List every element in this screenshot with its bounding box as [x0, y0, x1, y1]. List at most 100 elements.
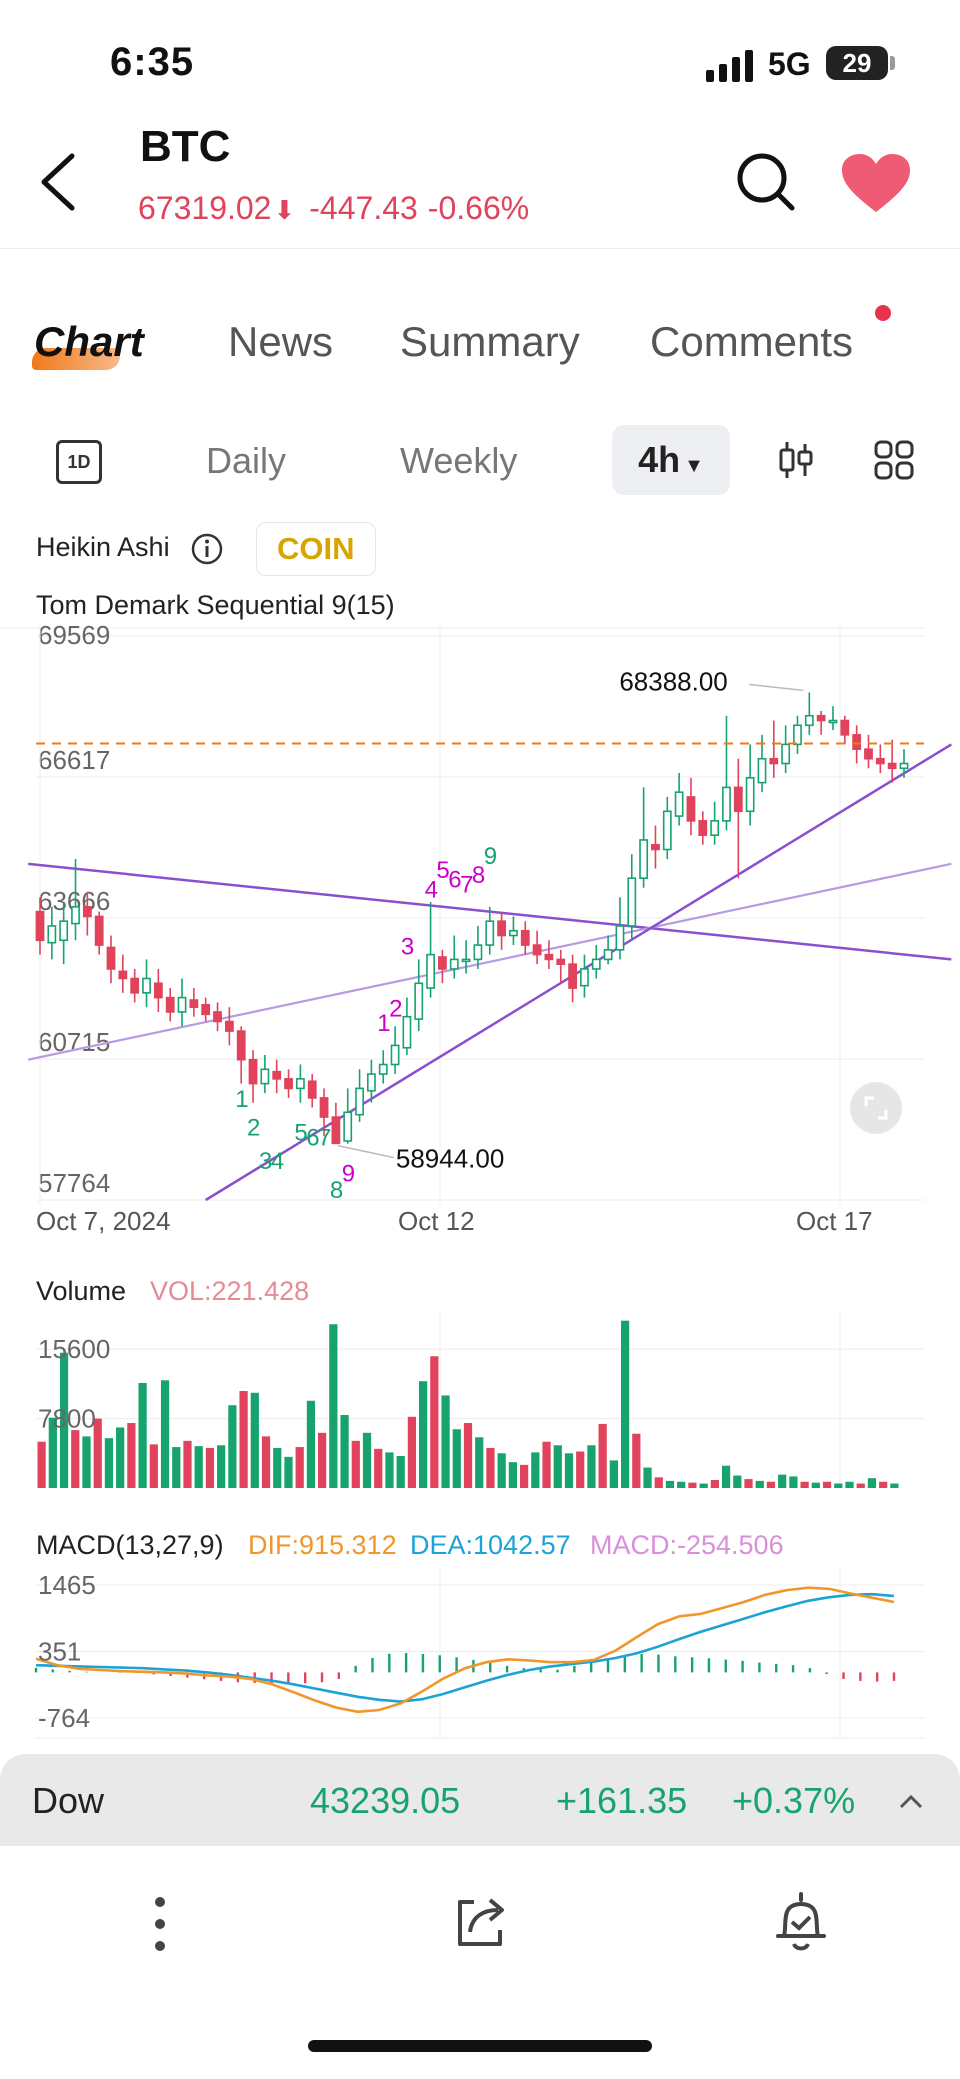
volume-bar — [867, 1478, 877, 1488]
td-sequential-label[interactable]: Tom Demark Sequential 9(15) — [36, 590, 395, 620]
candle-body — [485, 920, 495, 946]
volume-bar — [71, 1430, 80, 1488]
volume-bar — [598, 1423, 607, 1488]
active-tab-underline — [32, 348, 120, 370]
more-icon[interactable] — [150, 1894, 170, 1954]
high-annotation-leader — [749, 683, 804, 692]
intraday-1d-button[interactable]: 1D — [56, 440, 102, 484]
index-ticker-bar[interactable] — [0, 1754, 960, 1846]
tab-chart[interactable]: Chart — [34, 318, 144, 365]
volume-bar — [856, 1483, 865, 1488]
volume-value: VOL:221.428 — [150, 1276, 310, 1306]
tab-comments[interactable]: Comments — [650, 318, 854, 365]
volume-bar — [486, 1447, 495, 1488]
candle-body — [272, 1070, 282, 1080]
candle-body — [366, 1073, 376, 1092]
candle-body — [177, 996, 187, 1013]
candle-body — [556, 958, 566, 965]
volume-bar — [37, 1441, 46, 1488]
candle-body — [307, 1080, 317, 1099]
volume-bar — [890, 1483, 899, 1488]
volume-label: Volume — [36, 1276, 127, 1306]
volume-bar — [194, 1446, 203, 1488]
macd-chart[interactable]: 1465 351 -764 — [0, 1568, 960, 1748]
share-icon[interactable] — [452, 1894, 508, 1950]
y-tick-label: 60715 — [38, 1027, 110, 1057]
period-4h-dropdown[interactable]: 4h ▼ — [612, 425, 730, 495]
candle-body — [71, 906, 80, 925]
search-icon[interactable] — [734, 150, 798, 214]
candle-body — [651, 843, 660, 851]
candle-body — [509, 929, 518, 937]
period-weekly[interactable]: Weekly — [400, 440, 518, 481]
price-change-pct: -0.66% — [427, 190, 530, 226]
candle-body — [591, 958, 601, 970]
info-icon[interactable] — [190, 532, 224, 566]
period-daily[interactable]: Daily — [206, 440, 287, 481]
volume-bar — [519, 1464, 529, 1488]
last-price: 67319.02 — [138, 190, 272, 226]
battery-icon: 29 — [826, 46, 888, 80]
candle-body — [201, 1003, 211, 1016]
heikin-ashi-label[interactable]: Heikin Ashi — [36, 532, 170, 562]
candle-body — [568, 963, 578, 989]
candle-body — [426, 953, 435, 989]
candle-body — [828, 719, 838, 724]
favorite-heart-icon[interactable] — [840, 152, 912, 216]
volume-bar — [48, 1417, 57, 1488]
chevron-up-icon[interactable] — [898, 1792, 924, 1810]
coin-badge[interactable]: COIN — [256, 522, 376, 576]
td-setup-label: 9 — [484, 843, 497, 870]
candle-body — [343, 1111, 353, 1142]
tab-news[interactable]: News — [228, 318, 334, 365]
candle-body — [899, 762, 909, 770]
y-tick-label: 1465 — [38, 1570, 96, 1600]
low-annotation: 58944.00 — [396, 1144, 504, 1174]
candle-body — [710, 820, 720, 836]
td-setup-label: 7 — [460, 872, 473, 899]
candle-body — [94, 915, 104, 946]
candle-body — [698, 820, 708, 836]
candle-body — [473, 944, 483, 961]
volume-bar — [452, 1429, 461, 1488]
volume-bar — [475, 1437, 484, 1488]
volume-bar — [721, 1465, 731, 1488]
candle-body — [532, 944, 542, 956]
candle-body — [769, 757, 779, 765]
macd-dif-value: DIF:915.312 — [248, 1530, 397, 1560]
td-setup-label: 2 — [389, 996, 402, 1023]
chevron-down-icon: ▼ — [684, 455, 704, 477]
candle-body — [639, 839, 649, 879]
back-icon[interactable] — [38, 152, 78, 212]
volume-bar — [228, 1405, 237, 1488]
candle-body — [213, 1011, 222, 1023]
volume-chart[interactable]: 15600 7800 — [0, 1310, 960, 1500]
grid-layout-icon[interactable] — [874, 440, 914, 480]
volume-bar — [542, 1441, 551, 1488]
volume-bar — [463, 1423, 473, 1488]
volume-bar — [104, 1438, 114, 1488]
candle-body — [236, 1030, 246, 1061]
volume-bar — [59, 1352, 69, 1488]
volume-bar — [665, 1480, 675, 1488]
tab-summary[interactable]: Summary — [400, 318, 580, 365]
volume-bar — [620, 1320, 630, 1488]
candle-body — [461, 958, 471, 963]
status-time: 6:35 — [110, 40, 195, 84]
dif-line — [35, 1586, 895, 1714]
candle-body — [887, 762, 897, 770]
candle-body — [165, 996, 175, 1013]
candle-body — [248, 1058, 258, 1085]
volume-bar — [733, 1475, 742, 1488]
td-countdown-label: 9 — [342, 1161, 355, 1188]
td-setup-label: 7 — [318, 1124, 331, 1151]
volume-bar — [677, 1481, 686, 1488]
td-setup-label: 8 — [472, 862, 485, 889]
dea-line — [35, 1592, 895, 1703]
volume-bar — [250, 1392, 259, 1488]
candle-type-icon[interactable] — [778, 440, 814, 480]
td-setup-label: 1 — [377, 1010, 390, 1037]
network-label: 5G — [768, 46, 811, 82]
price-alert-bell-icon[interactable] — [772, 1890, 830, 1956]
